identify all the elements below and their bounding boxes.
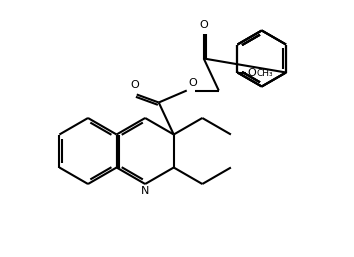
Text: O: O bbox=[130, 79, 139, 89]
Text: O: O bbox=[199, 21, 208, 31]
Text: O: O bbox=[189, 78, 198, 87]
Text: CH₃: CH₃ bbox=[257, 69, 273, 78]
Text: O: O bbox=[247, 68, 256, 78]
Text: N: N bbox=[141, 186, 149, 196]
